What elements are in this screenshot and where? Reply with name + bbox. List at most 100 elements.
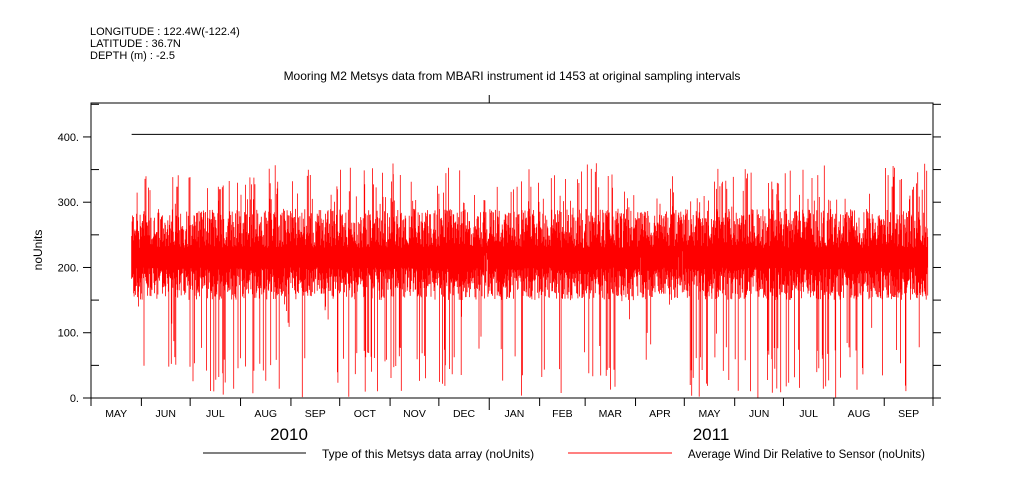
y-tick-label: 0. — [70, 393, 79, 405]
chart-title: Mooring M2 Metsys data from MBARI instru… — [284, 69, 741, 83]
x-tick-label: JUL — [206, 408, 225, 420]
x-tick-label: AUG — [254, 408, 277, 420]
wind-dir-week-62 — [836, 198, 849, 378]
wind-dir-week-29 — [461, 202, 473, 317]
wind-dir-week-49 — [688, 198, 701, 397]
wind-dir-week-45 — [643, 211, 656, 360]
wind-dir-week-69 — [916, 163, 929, 348]
wind-dir-week-19 — [347, 167, 360, 397]
legend-label-wind: Average Wind Dir Relative to Sensor (noU… — [688, 449, 925, 461]
wind-dir-week-34 — [518, 169, 530, 396]
wind-dir-week-27 — [438, 167, 451, 386]
longitude-label: LONGITUDE : 122.4W(-122.4) — [90, 26, 240, 38]
wind-dir-week-54 — [745, 172, 758, 392]
y-tick-label: 100. — [58, 328, 79, 340]
wind-dir-week-43 — [620, 191, 633, 320]
wind-dir-week-7 — [210, 186, 223, 392]
wind-dir-week-39 — [575, 171, 587, 353]
wind-dir-week-25 — [415, 212, 428, 381]
wind-dir-week-17 — [324, 194, 337, 320]
y-tick-label: 200. — [58, 262, 79, 274]
y-axis-label: noUnits — [31, 230, 45, 271]
x-tick-label: OCT — [354, 408, 377, 420]
wind-dir-week-22 — [381, 163, 394, 378]
wind-dir-week-24 — [404, 181, 417, 298]
wind-dir-week-55 — [757, 183, 769, 398]
wind-dir-week-50 — [700, 196, 712, 386]
x-tick-label: FEB — [552, 408, 572, 420]
wind-dir-week-68 — [905, 183, 917, 392]
wind-dir-week-51 — [711, 168, 724, 358]
wind-dir-week-60 — [813, 165, 826, 389]
x-tick-label: AUG — [848, 408, 871, 420]
wind-dir-week-36 — [540, 178, 553, 377]
wind-dir-week-63 — [848, 209, 860, 390]
wind-dir-week-6 — [199, 188, 212, 391]
wind-dir-week-52 — [722, 176, 735, 380]
wind-dir-week-4 — [176, 175, 189, 298]
wind-dir-week-9 — [233, 182, 246, 369]
wind-dir-week-23 — [392, 174, 405, 391]
wind-dir-week-12 — [267, 165, 280, 389]
wind-dir-week-37 — [552, 175, 564, 393]
wind-dir-week-35 — [529, 182, 542, 300]
x-tick-label: SEP — [898, 408, 919, 420]
wind-dir-week-58 — [791, 194, 803, 388]
x-tick-label: SEP — [305, 408, 326, 420]
wind-dir-week-11 — [256, 209, 269, 381]
wind-dir-week-26 — [427, 185, 439, 300]
wind-dir-week-67 — [893, 167, 906, 364]
wind-dir-week-28 — [449, 170, 462, 375]
wind-dir-week-15 — [301, 169, 314, 398]
wind-dir-week-66 — [882, 166, 894, 376]
wind-dir-week-5 — [188, 177, 200, 382]
x-tick-label: JUL — [799, 408, 818, 420]
legend-label-type: Type of this Metsys data array (noUnits) — [322, 447, 534, 461]
wind-dir-week-13 — [279, 208, 291, 327]
y-tick-label: 300. — [58, 197, 79, 209]
wind-dir-week-40 — [586, 163, 599, 377]
wind-dir-week-8 — [222, 181, 235, 395]
latitude-label: LATITUDE : 36.7N — [90, 38, 181, 50]
x-tick-label: MAR — [599, 408, 623, 420]
wind-dir-week-20 — [358, 170, 371, 392]
axes: 0. 100. 200. 300. 400. MAY JUN JUL AUG SEP OCT NOV D… — [58, 95, 941, 420]
wind-dir-week-2 — [154, 209, 166, 299]
wind-dir-week-31 — [484, 200, 496, 299]
wind-dir-week-1 — [142, 176, 155, 366]
x-tick-label: JUN — [156, 408, 176, 420]
wind-dir-week-56 — [768, 181, 781, 393]
wind-dir-week-46 — [654, 198, 667, 294]
wind-dir-week-42 — [609, 174, 621, 390]
plot-frame — [90, 102, 934, 399]
wind-dir-week-59 — [802, 169, 815, 298]
wind-dir-week-33 — [506, 186, 519, 357]
wind-dir-week-38 — [563, 179, 576, 301]
x-tick-label: APR — [649, 408, 671, 420]
wind-dir-week-30 — [472, 195, 485, 349]
wind-dir-week-32 — [495, 186, 508, 381]
x-tick-label: NOV — [403, 408, 426, 420]
wind-dir-week-41 — [597, 176, 610, 376]
wind-dir-week-3 — [165, 177, 178, 367]
x-tick-label: MAY — [699, 408, 721, 420]
x-tick-label: JUN — [749, 408, 769, 420]
wind-dir-week-61 — [825, 199, 838, 398]
wind-dir-week-44 — [631, 195, 644, 301]
x-tick-label: MAY — [105, 408, 127, 420]
wind-dir-week-57 — [779, 170, 792, 393]
depth-label: DEPTH (m) : -2.5 — [90, 50, 175, 62]
wind-dir-week-21 — [370, 168, 382, 392]
year-label-2011: 2011 — [693, 425, 730, 444]
wind-dir-week-64 — [859, 193, 872, 375]
wind-dir-week-53 — [734, 169, 747, 391]
wind-dir-week-10 — [245, 177, 257, 394]
wind-dir-week-47 — [666, 176, 678, 305]
wind-dir-week-16 — [313, 210, 326, 294]
year-label-2010: 2010 — [270, 425, 308, 444]
wind-dir-week-0 — [131, 192, 143, 307]
data-traces — [131, 133, 932, 398]
wind-dir-week-18 — [336, 169, 348, 383]
wind-dir-week-65 — [870, 214, 883, 328]
